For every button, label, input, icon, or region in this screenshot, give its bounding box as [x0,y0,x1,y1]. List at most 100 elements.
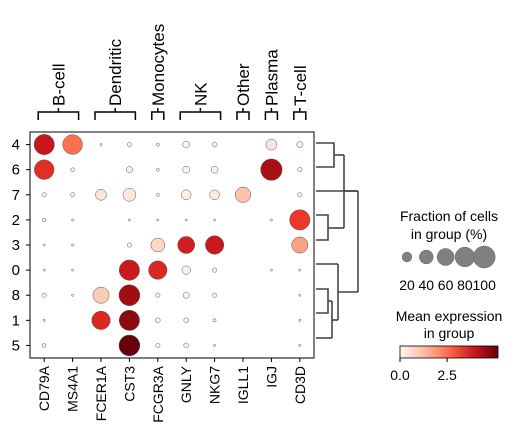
dot [71,293,74,297]
dot [155,167,160,172]
y-tick-label: 5 [12,337,20,354]
dot [34,159,55,180]
dot [99,143,103,146]
dot [155,142,160,147]
colorbar [399,345,499,359]
x-tick-label: IGJ [263,366,279,388]
dot [41,192,47,198]
gene-group-label: T-cell [291,65,310,106]
x-tick-label: GNLY [178,365,194,403]
dot [156,218,160,222]
dot [291,236,309,254]
dot [183,342,189,349]
dot [212,292,218,298]
y-tick-label: 6 [12,162,20,179]
gene-group-label: B-cell [49,63,68,106]
dot [296,141,304,148]
dot [42,243,46,247]
dot [213,218,216,222]
dot [297,167,303,173]
dot [212,318,217,323]
colorbar-tick-label: 0.0 [390,367,410,383]
size-legend-tick: 40 [419,277,435,293]
dot [150,237,166,253]
dot [297,192,303,198]
dot [177,236,195,254]
dot [265,138,278,151]
dot [205,235,225,255]
dot [33,134,55,155]
x-axis-tick-labels: CD79A MS4A1 FCER1A CST3 FCGR3A GNLY NKG7 IGLL1 I… [36,358,308,423]
dendrogram-branch [316,288,329,314]
dot [182,140,190,149]
dot [71,243,74,247]
dot [126,166,133,174]
dot [42,268,46,272]
y-tick-label: 0 [12,262,20,279]
y-tick-label: 2 [12,212,20,229]
gene-group-bracket [37,108,80,120]
dot [148,260,168,280]
x-tick-label: CST3 [121,366,137,402]
dot [181,265,191,275]
y-tick-label: 1 [12,312,20,329]
y-tick-label: 4 [12,137,20,154]
dot [126,142,132,148]
dot [155,192,160,197]
dot [289,209,311,231]
size-legend-tick: 100 [473,277,497,293]
dot [210,165,219,174]
dot [42,318,46,322]
dot [181,189,192,200]
gene-group-label: Monocytes [149,24,168,106]
dot [270,268,273,272]
dot [95,189,107,201]
dot [92,286,110,304]
gene-group-brackets: B-cell Dendritic Monocytes NK Other Plasma T-c… [37,24,310,120]
dot [41,292,47,298]
dot [234,186,252,203]
dendrogram-branch [316,142,335,168]
colorbar-tick-label: 2.5 [437,367,457,383]
color-legend: Mean expression in group 0.0 2.5 [390,308,502,383]
size-legend-title-line1: Fraction of cells [400,208,498,224]
dot [119,309,140,331]
dot [260,158,283,181]
x-tick-label: CD3D [292,366,308,404]
dot [119,259,140,281]
dot [91,310,111,330]
y-axis-tick-labels: 4 6 7 2 3 0 8 1 5 [12,137,30,354]
dot [298,293,302,297]
color-legend-title-line1: Mean expression [396,308,503,324]
dot [298,344,302,347]
dot [71,218,74,222]
size-legend-tick: 20 [399,277,415,293]
y-tick-label: 8 [12,287,20,304]
dot [270,218,273,222]
dot [118,334,141,357]
size-legend-dot [401,251,413,263]
x-tick-label: IGLL1 [235,366,251,404]
gene-group-bracket [293,108,307,120]
dot [298,268,302,272]
dot [211,141,218,148]
size-legend-dot [436,248,455,266]
dot [213,344,216,347]
size-legend-dot [454,246,475,268]
color-legend-title-line2: in group [424,325,475,341]
dot [42,217,47,223]
y-tick-label: 3 [12,237,20,254]
cluster-dendrogram [316,142,359,339]
dot [155,317,161,324]
x-tick-label: MS4A1 [65,366,81,412]
dendrogram-branch [316,214,329,241]
gene-group-bracket [179,108,222,120]
dot [70,167,75,172]
dot [71,268,74,272]
x-tick-label: FCGR3A [150,365,166,422]
gene-group-label: Dendritic [106,38,125,106]
gene-group-label: Plasma [262,49,281,106]
gene-group-bracket [94,108,137,120]
size-legend-tick: 80 [457,277,473,293]
gene-group-bracket [151,108,165,120]
